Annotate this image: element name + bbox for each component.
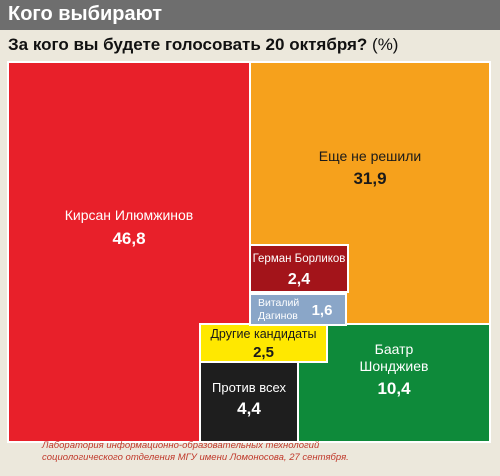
tile-value-кирсан-илюмжинов: 46,8	[112, 229, 145, 248]
tile-value-герман-борликов: 2,4	[288, 271, 310, 288]
footnote-line-2: социологического отделения МГУ имени Лом…	[42, 452, 349, 463]
tile-герман-борликов	[249, 244, 349, 293]
tile-name-еще-не-решили-0: Еще не решили	[319, 148, 421, 164]
source-footnote: Лаборатория информационно-образовательны…	[42, 440, 349, 464]
tile-баатр-шонджиев	[297, 323, 491, 443]
tile-другие-кандидаты	[199, 323, 328, 363]
tile-name-баатр-шонджиев-1: Шонджиев	[360, 358, 429, 374]
tile-value-другие-кандидаты: 2,5	[253, 344, 274, 361]
tile-value-еще-не-решили: 31,9	[353, 169, 386, 188]
tile-value-против-всех: 4,4	[237, 399, 261, 418]
tile-value-баатр-шонджиев: 10,4	[377, 379, 411, 398]
tile-value-виталий-дагинов: 1,6	[312, 302, 333, 319]
tile-name-против-всех-0: Против всех	[212, 380, 286, 395]
tile-name-герман-борликов-0: Герман Борликов	[253, 253, 346, 265]
header-bar: Кого выбирают	[0, 0, 500, 30]
header-title: Кого выбирают	[8, 3, 163, 25]
footnote-line-1: Лаборатория информационно-образовательны…	[42, 440, 320, 451]
tile-name-баатр-шонджиев-0: Баатр	[375, 341, 414, 357]
tile-name-виталий-дагинов-0: Виталий	[258, 297, 299, 309]
tile-name-виталий-дагинов-1: Дагинов	[258, 310, 298, 322]
tile-name-кирсан-илюмжинов-0: Кирсан Илюмжинов	[65, 207, 194, 223]
subtitle-unit: (%)	[372, 35, 399, 54]
tile-виталий-дагинов	[249, 293, 347, 326]
tile-name-другие-кандидаты-0: Другие кандидаты	[210, 327, 316, 341]
subtitle-question: За кого вы будете голосовать 20 октября?	[8, 35, 368, 54]
chart-subtitle: За кого вы будете голосовать 20 октября?…	[8, 35, 398, 55]
